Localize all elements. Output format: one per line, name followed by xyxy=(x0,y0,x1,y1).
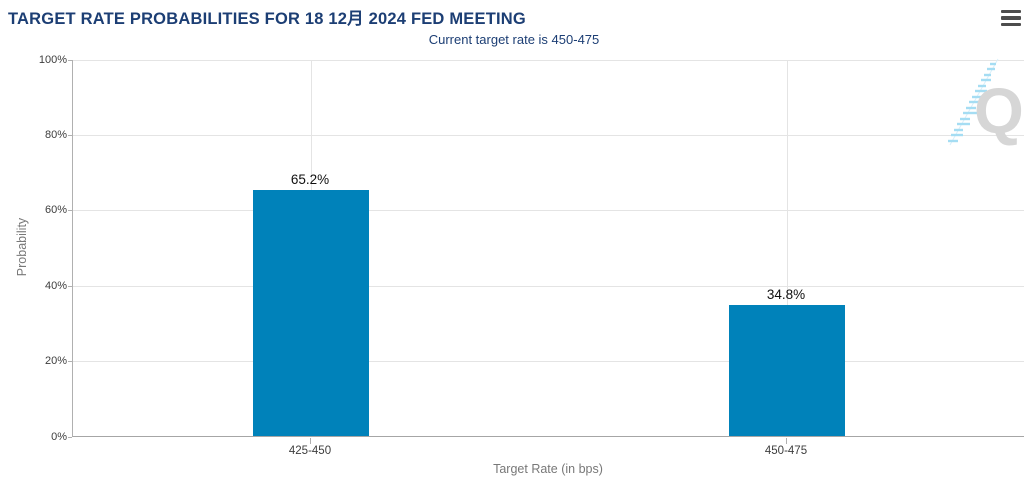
gridline-h xyxy=(73,134,1024,136)
bar-value-label: 34.8% xyxy=(766,286,806,302)
y-tick-label: 100% xyxy=(38,53,67,66)
chart-subtitle: Current target rate is 450-475 xyxy=(428,32,600,47)
y-tick-label: 0% xyxy=(51,430,67,443)
y-axis-title: Probability xyxy=(15,217,29,277)
y-tick-mark xyxy=(68,361,72,363)
x-tick-mark xyxy=(785,438,787,444)
x-tick-label: 425-450 xyxy=(288,445,332,457)
gridline-h xyxy=(73,210,1024,212)
y-tick-mark xyxy=(68,436,72,438)
probability-bar[interactable] xyxy=(253,190,369,436)
y-tick-mark xyxy=(68,210,72,212)
gridline-v xyxy=(786,60,788,436)
bar-value-label: 65.2% xyxy=(290,172,330,188)
watermark-letter: Q xyxy=(974,75,1024,147)
y-tick-label: 60% xyxy=(44,204,67,217)
quikstrike-logo-watermark: Q xyxy=(948,58,1024,147)
x-tick-label: 450-475 xyxy=(764,445,808,457)
page-title: TARGET RATE PROBABILITIES FOR 18 12月 202… xyxy=(8,10,526,28)
y-tick-mark xyxy=(68,285,72,287)
x-axis-title: Target Rate (in bps) xyxy=(493,462,603,476)
gridline-h xyxy=(73,59,1024,61)
gridline-h xyxy=(73,285,1024,287)
probability-bar[interactable] xyxy=(729,304,845,436)
gridline-h xyxy=(73,361,1024,363)
y-tick-label: 80% xyxy=(44,128,67,141)
y-tick-label: 40% xyxy=(44,279,67,292)
y-tick-mark xyxy=(68,59,72,61)
watermark-swoosh xyxy=(948,62,996,143)
y-tick-mark xyxy=(68,134,72,136)
hamburger-menu-icon[interactable] xyxy=(1000,8,1022,28)
plot-area xyxy=(72,59,1024,437)
x-tick-mark xyxy=(309,438,311,444)
y-tick-label: 20% xyxy=(44,355,67,368)
